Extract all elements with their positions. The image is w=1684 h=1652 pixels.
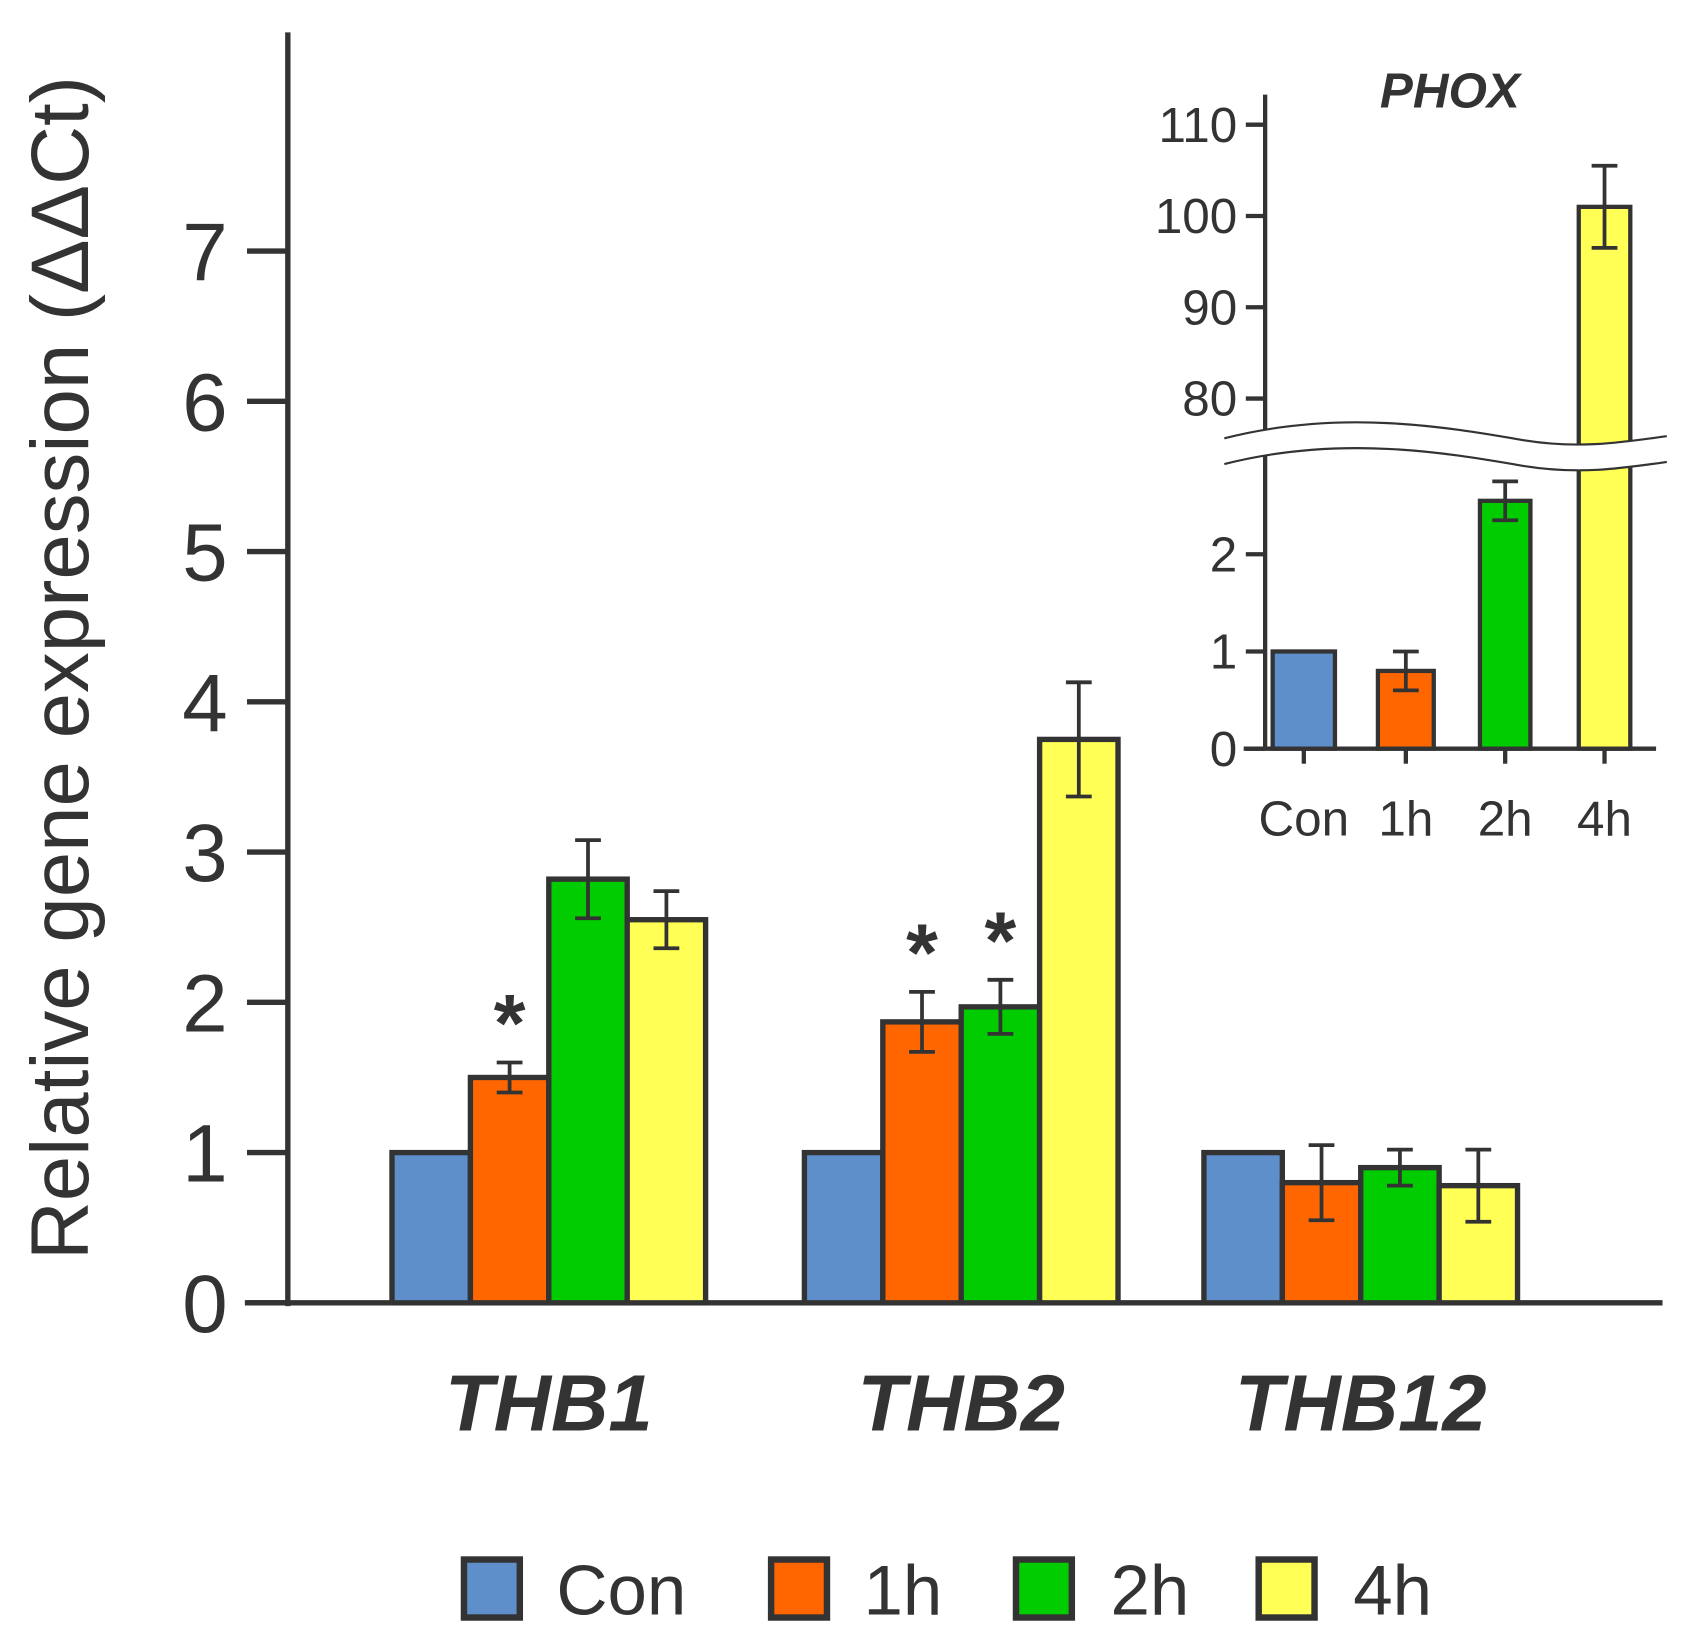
inset-bar-con — [1270, 649, 1338, 751]
inset-y-tick-label: 90 — [1182, 280, 1237, 335]
legend-label-1h: 1h — [863, 1551, 942, 1630]
group-label-thb12: THB12 — [1235, 1359, 1487, 1448]
y-tick-label: 6 — [182, 357, 227, 448]
bar-thb12-con — [1201, 1149, 1286, 1306]
legend-label-4h: 4h — [1353, 1551, 1432, 1630]
legend-label-2h: 2h — [1110, 1551, 1189, 1630]
group-label-thb2: THB2 — [857, 1359, 1065, 1448]
significance-asterisk: * — [494, 979, 526, 1070]
significance-asterisk: * — [985, 896, 1017, 987]
legend-swatch-con — [460, 1556, 524, 1621]
legend-label-con: Con — [556, 1551, 686, 1630]
inset-title: PHOX — [1380, 64, 1523, 119]
inset-bar-2h — [1477, 498, 1533, 751]
inset-y-tick-label: 0 — [1210, 722, 1237, 777]
y-tick-label: 5 — [182, 508, 227, 599]
inset-x-tick-label: Con — [1259, 792, 1350, 847]
axis-break-line — [1224, 421, 1667, 446]
inset-x-tick-label: 2h — [1478, 792, 1533, 847]
bar-thb2-2h — [958, 1004, 1043, 1306]
bar-thb2-1h — [880, 1019, 964, 1306]
significance-asterisk: * — [906, 908, 938, 999]
axis-break-line — [1224, 447, 1667, 472]
y-tick-label: 3 — [182, 808, 227, 899]
bar-thb1-con — [389, 1149, 474, 1306]
inset-y-tick-label: 2 — [1210, 527, 1237, 582]
bar-thb1-1h — [467, 1074, 552, 1306]
bar-thb1-2h — [546, 876, 630, 1306]
inset-bar-4h — [1576, 204, 1633, 751]
inset-x-tick-label: 4h — [1577, 792, 1632, 847]
y-tick-label: 0 — [182, 1259, 227, 1350]
y-axis-label: Relative gene expression (ΔΔCt) — [15, 76, 106, 1260]
legend-swatch-1h — [767, 1556, 831, 1621]
y-tick-label: 2 — [182, 958, 227, 1049]
legend-swatch-2h — [1012, 1556, 1076, 1621]
bar-thb2-4h — [1036, 736, 1121, 1306]
main-chart: 0 1 2 3 4 5 6 7 Relative gene expression (ΔΔCt) *… — [15, 32, 1663, 1448]
axis-break-band — [1224, 422, 1667, 471]
inset-y-tick-label: 100 — [1155, 189, 1237, 244]
inset-y-tick-label: 80 — [1182, 372, 1237, 427]
bar-thb12-2h — [1358, 1164, 1442, 1306]
inset-y-tick-label: 110 — [1158, 98, 1237, 153]
legend-swatch-4h — [1255, 1556, 1318, 1621]
legend: Con 1h 2h 4h — [460, 1551, 1432, 1630]
bar-thb2-con — [801, 1149, 886, 1306]
phox-inset-chart: 0 1 2 80 90 100 110 Con 1h 2h 4h PHOX — [1155, 64, 1667, 847]
inset-y-tick-label: 1 — [1210, 625, 1237, 680]
inset-x-tick-label: 1h — [1378, 792, 1433, 847]
y-tick-label: 1 — [182, 1109, 227, 1200]
bar-thb1-4h — [624, 917, 709, 1306]
y-tick-label: 4 — [182, 658, 227, 749]
y-tick-label: 7 — [182, 207, 227, 298]
group-label-thb1: THB1 — [445, 1359, 653, 1448]
